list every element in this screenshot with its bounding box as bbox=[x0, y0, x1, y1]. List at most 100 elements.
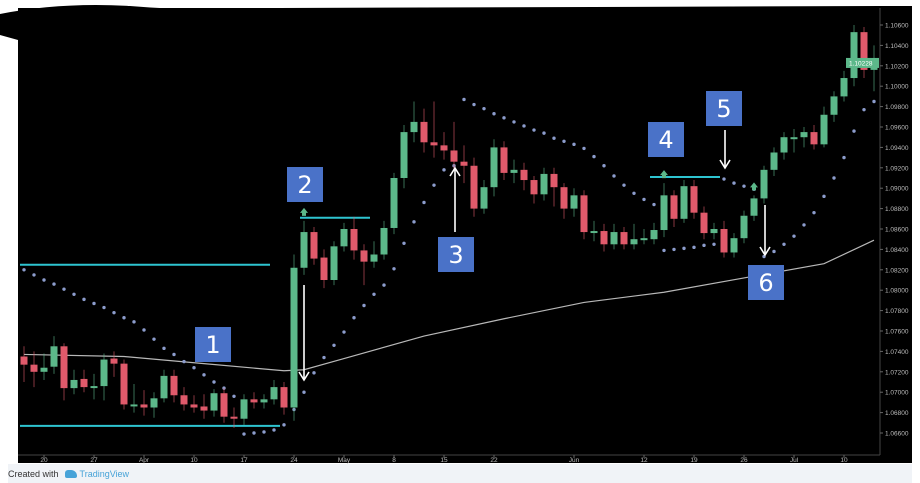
candle-body bbox=[470, 165, 478, 209]
x-tick-label: May bbox=[338, 457, 351, 464]
candle-body bbox=[490, 147, 498, 188]
arrow-down-5 bbox=[719, 130, 731, 170]
candle-body bbox=[180, 395, 188, 405]
sar-dot bbox=[712, 242, 716, 246]
candle-body bbox=[680, 186, 688, 219]
sar-dot bbox=[822, 194, 826, 199]
sar-dot bbox=[492, 112, 496, 116]
moving-average-line bbox=[23, 239, 875, 372]
candle-body bbox=[80, 378, 88, 388]
x-tick-label: Jun bbox=[569, 457, 580, 464]
candle-body bbox=[400, 132, 408, 178]
y-tick-label: 1.08600 bbox=[885, 227, 909, 234]
sar-dot bbox=[82, 297, 86, 302]
y-tick-label: 1.09600 bbox=[885, 125, 909, 132]
y-tick-label: 1.08000 bbox=[885, 288, 909, 295]
sar-dot bbox=[162, 346, 166, 351]
sar-dot bbox=[182, 359, 186, 364]
sar-dot bbox=[722, 177, 726, 181]
x-tick-label: 12 bbox=[640, 457, 648, 464]
x-tick-label: 17 bbox=[240, 457, 248, 464]
x-tick-label: Apr bbox=[139, 457, 150, 464]
sar-dot bbox=[772, 249, 776, 254]
sar-dot bbox=[742, 184, 746, 188]
y-tick-label: 1.06800 bbox=[885, 410, 909, 417]
y-tick-label: 1.08800 bbox=[885, 206, 909, 213]
sar-dot bbox=[142, 328, 146, 332]
x-tick-label: 19 bbox=[690, 457, 698, 464]
candle-body bbox=[350, 229, 358, 251]
y-tick-label: 1.07600 bbox=[885, 329, 909, 336]
candle-body bbox=[570, 195, 578, 209]
sar-dot bbox=[682, 246, 686, 251]
y-tick-label: 1.10400 bbox=[885, 43, 909, 50]
candle-body bbox=[660, 195, 668, 231]
candle-body bbox=[190, 404, 198, 408]
candle-body bbox=[270, 387, 278, 400]
signal-up-arrow-icon bbox=[660, 170, 668, 179]
candle-body bbox=[530, 180, 538, 195]
redaction-mask bbox=[0, 5, 912, 40]
annotation-5: 5 bbox=[706, 91, 742, 126]
sar-dot bbox=[402, 241, 406, 245]
candle-body bbox=[800, 132, 808, 138]
candle-body bbox=[380, 227, 388, 255]
candle-body bbox=[690, 186, 698, 213]
candle-body bbox=[210, 393, 218, 411]
candle-body bbox=[120, 363, 128, 405]
last-price-label: 1.10228 bbox=[849, 60, 873, 67]
sar-dot bbox=[152, 337, 156, 341]
candle-body bbox=[730, 238, 738, 253]
candle-body bbox=[160, 375, 168, 399]
candle-body bbox=[670, 195, 678, 219]
candle-body bbox=[600, 231, 608, 245]
sar-dot bbox=[202, 373, 206, 377]
sar-dot bbox=[32, 273, 36, 277]
sar-dot bbox=[862, 107, 866, 112]
y-tick-label: 1.09800 bbox=[885, 104, 909, 111]
sar-dot bbox=[562, 139, 566, 143]
candle-body bbox=[280, 387, 288, 408]
sar-dot bbox=[262, 430, 266, 434]
sar-dot bbox=[632, 191, 636, 195]
candle-body bbox=[840, 78, 848, 97]
sar-dot bbox=[102, 305, 106, 310]
sar-dot bbox=[352, 316, 356, 320]
candle-body bbox=[340, 229, 348, 247]
y-tick-label: 1.08200 bbox=[885, 267, 909, 274]
candle-body bbox=[480, 187, 488, 209]
sar-dot bbox=[212, 380, 216, 384]
sar-dot bbox=[252, 431, 256, 435]
y-tick-label: 1.09200 bbox=[885, 165, 909, 172]
x-tick-label: 8 bbox=[392, 457, 396, 464]
sar-dot bbox=[412, 220, 416, 224]
candle-body bbox=[770, 152, 778, 170]
footer: Created with TradingView bbox=[8, 464, 912, 483]
sar-dot bbox=[62, 287, 66, 291]
candle-body bbox=[260, 399, 268, 403]
sar-dot bbox=[372, 292, 376, 296]
candle-body bbox=[610, 232, 618, 245]
candle-body bbox=[540, 173, 548, 195]
candle-body bbox=[370, 254, 378, 262]
candle-body bbox=[110, 358, 118, 364]
x-tick-label: 27 bbox=[90, 457, 98, 464]
sar-dot bbox=[842, 155, 846, 160]
candle-body bbox=[150, 398, 158, 408]
candle-body bbox=[50, 346, 58, 367]
candle-body bbox=[20, 356, 28, 365]
candle-body bbox=[580, 195, 588, 233]
sar-dot bbox=[522, 124, 526, 128]
sar-dot bbox=[612, 174, 616, 178]
candle-body bbox=[90, 386, 98, 389]
sar-dot bbox=[622, 183, 626, 187]
candle-body bbox=[820, 114, 828, 145]
candle-body bbox=[250, 399, 258, 403]
candle-body bbox=[170, 375, 178, 396]
candle-body bbox=[810, 132, 818, 145]
tradingview-link[interactable]: TradingView bbox=[79, 468, 130, 479]
candle-body bbox=[100, 359, 108, 387]
candle-body bbox=[620, 232, 628, 245]
candle-body bbox=[230, 416, 238, 419]
